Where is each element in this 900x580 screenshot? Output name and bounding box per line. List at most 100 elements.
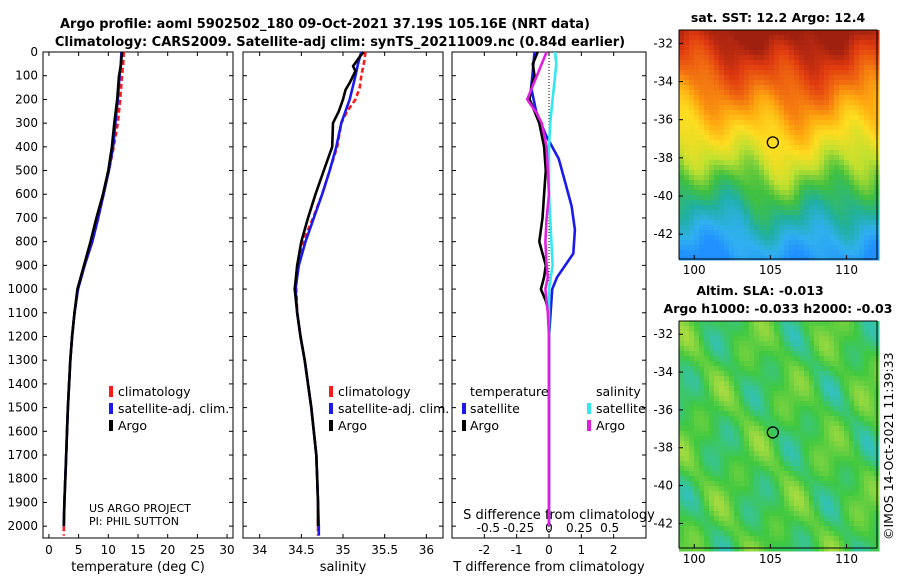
map-cell bbox=[864, 60, 870, 66]
map-cell bbox=[739, 326, 745, 332]
map-cell bbox=[849, 326, 855, 332]
map-cell bbox=[719, 175, 725, 181]
map-cell bbox=[724, 471, 730, 477]
map-cell bbox=[779, 245, 785, 251]
map-cell bbox=[849, 521, 855, 527]
map-cell bbox=[779, 406, 785, 412]
map-cell bbox=[764, 411, 770, 417]
map-cell bbox=[849, 541, 855, 547]
map-cell bbox=[709, 421, 715, 427]
map-cell bbox=[809, 416, 815, 422]
map-cell bbox=[734, 35, 740, 41]
map-cell bbox=[834, 476, 840, 482]
map-cell bbox=[799, 95, 805, 101]
map-cell bbox=[704, 356, 710, 362]
map-cell bbox=[809, 190, 815, 196]
map-cell bbox=[814, 220, 820, 226]
map-cell bbox=[729, 371, 735, 377]
map-cell bbox=[824, 441, 830, 447]
map-cell bbox=[719, 466, 725, 472]
map-cell bbox=[869, 366, 875, 372]
map-cell bbox=[804, 70, 810, 76]
map-cell bbox=[684, 546, 690, 552]
map-cell bbox=[719, 401, 725, 407]
map-cell bbox=[869, 170, 875, 176]
map-cell bbox=[749, 451, 755, 457]
map-cell bbox=[849, 125, 855, 131]
map-cell bbox=[679, 506, 685, 512]
map-cell bbox=[824, 180, 830, 186]
map-cell bbox=[764, 100, 770, 106]
map-cell bbox=[764, 235, 770, 241]
map-cell bbox=[804, 331, 810, 337]
map-cell bbox=[804, 361, 810, 367]
map-cell bbox=[734, 446, 740, 452]
map-cell bbox=[819, 406, 825, 412]
map-cell bbox=[799, 75, 805, 81]
map-cell bbox=[824, 75, 830, 81]
map-cell bbox=[709, 371, 715, 377]
map-cell bbox=[824, 396, 830, 402]
map-cell bbox=[724, 371, 730, 377]
map-cell bbox=[789, 411, 795, 417]
map-cell bbox=[854, 396, 860, 402]
map-cell bbox=[734, 100, 740, 106]
map-cell bbox=[769, 416, 775, 422]
map-cell bbox=[699, 381, 705, 387]
map-cell bbox=[759, 396, 765, 402]
map-cell bbox=[709, 331, 715, 337]
map-cell bbox=[804, 396, 810, 402]
map-cell bbox=[819, 346, 825, 352]
map-cell bbox=[769, 210, 775, 216]
map-cell bbox=[749, 115, 755, 121]
map-cell bbox=[739, 55, 745, 61]
map-cell bbox=[794, 100, 800, 106]
map-cell bbox=[789, 481, 795, 487]
map-cell bbox=[704, 511, 710, 517]
map-cell bbox=[804, 145, 810, 151]
map-cell bbox=[739, 235, 745, 241]
map-cell bbox=[794, 546, 800, 552]
map-cell bbox=[704, 461, 710, 467]
map-cell bbox=[809, 150, 815, 156]
map-cell bbox=[809, 120, 815, 126]
map-cell bbox=[744, 100, 750, 106]
map-cell bbox=[854, 65, 860, 71]
map-cell bbox=[749, 170, 755, 176]
map-cell bbox=[839, 471, 845, 477]
map-cell bbox=[794, 431, 800, 437]
map-cell bbox=[699, 431, 705, 437]
map-cell bbox=[824, 30, 830, 36]
map-cell bbox=[779, 30, 785, 36]
map-cell bbox=[814, 366, 820, 372]
map-cell bbox=[784, 501, 790, 507]
map-cell bbox=[799, 351, 805, 357]
map-cell bbox=[784, 506, 790, 512]
map-cell bbox=[854, 200, 860, 206]
map-cell bbox=[814, 125, 820, 131]
map-cell bbox=[779, 100, 785, 106]
map-cell bbox=[764, 441, 770, 447]
map-cell bbox=[809, 391, 815, 397]
map-cell bbox=[739, 45, 745, 51]
map-cell bbox=[804, 195, 810, 201]
map-cell bbox=[829, 30, 835, 36]
map-cell bbox=[844, 65, 850, 71]
map-cell bbox=[714, 210, 720, 216]
map-cell bbox=[764, 215, 770, 221]
map-cell bbox=[699, 451, 705, 457]
map-cell bbox=[769, 526, 775, 532]
map-cell bbox=[804, 165, 810, 171]
map-cell bbox=[819, 80, 825, 86]
map-cell bbox=[854, 411, 860, 417]
map-cell bbox=[769, 95, 775, 101]
map-cell bbox=[739, 376, 745, 382]
map-cell bbox=[694, 356, 700, 362]
map-cell bbox=[689, 175, 695, 181]
map-cell bbox=[744, 426, 750, 432]
map-cell bbox=[864, 215, 870, 221]
map-cell bbox=[819, 416, 825, 422]
map-cell bbox=[739, 506, 745, 512]
map-cell bbox=[754, 45, 760, 51]
map-cell bbox=[719, 496, 725, 502]
